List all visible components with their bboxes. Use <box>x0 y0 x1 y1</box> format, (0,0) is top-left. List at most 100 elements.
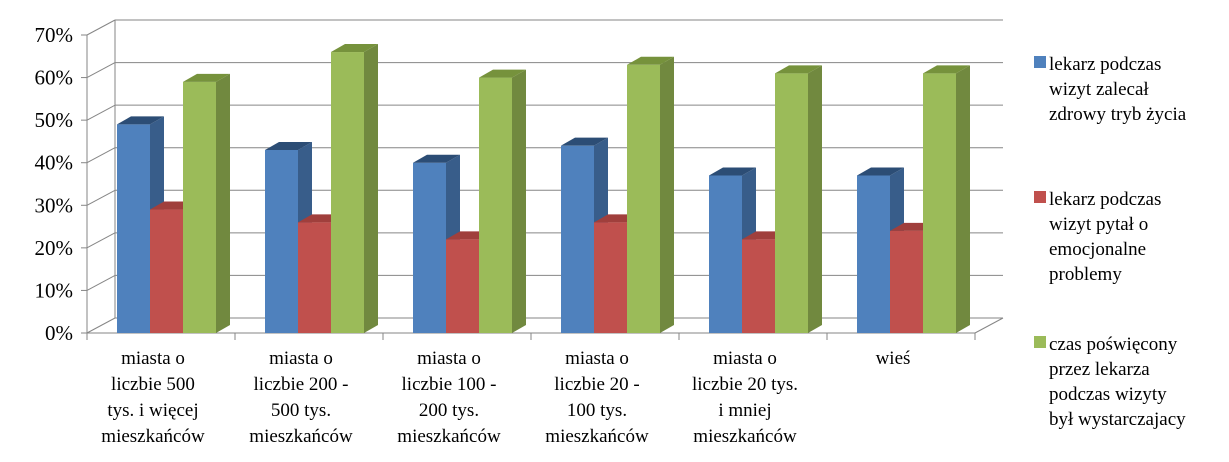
x-category-label: mieszkańców <box>101 426 205 447</box>
gridline-diagonal <box>86 317 116 334</box>
bar-top <box>479 69 526 78</box>
x-category-label: wieś <box>876 348 911 369</box>
bar-top <box>117 116 164 125</box>
gridlines <box>86 19 1003 334</box>
bar-front <box>117 124 150 334</box>
bar-top <box>709 167 756 176</box>
x-category-label: miasta o <box>565 348 629 369</box>
bar-front <box>594 222 627 333</box>
bar-side <box>364 44 378 334</box>
gridline-diagonal <box>86 147 116 164</box>
y-tick-label: 0% <box>45 321 73 345</box>
x-category-label: 100 tys. <box>567 400 627 421</box>
bar-front <box>298 222 331 333</box>
y-tick-label: 60% <box>35 66 74 90</box>
bar-front <box>479 77 512 333</box>
x-category-label: mieszkańców <box>249 426 353 447</box>
legend-label: podczas wizyty <box>1049 384 1167 405</box>
bar <box>331 44 378 334</box>
bar-top <box>413 154 460 163</box>
bar-front <box>857 175 890 333</box>
x-axis-category-labels: miasta o liczbie 500 tys. i więcej mieszkań… <box>101 348 910 447</box>
x-category-label: miasta o <box>269 348 333 369</box>
y-axis-tick-labels: 0% 10% 20% 30% 40% 50% 60% 70% <box>35 23 74 345</box>
gridline-diagonal <box>86 232 116 249</box>
y-tick-label: 70% <box>35 23 74 47</box>
legend-label: zdrowy tryb życia <box>1049 104 1187 125</box>
gridline-diagonal <box>86 104 116 121</box>
x-category-label: liczbie 500 <box>111 374 195 395</box>
x-category-label: 500 tys. <box>271 400 331 421</box>
bar <box>479 69 526 334</box>
bar-side <box>660 56 674 334</box>
x-category-label: liczbie 20 - <box>554 374 639 395</box>
legend-label: wizyt zalecał <box>1049 79 1149 100</box>
gridline-diagonal <box>86 274 116 291</box>
x-category-label: tys. i więcej <box>107 400 198 421</box>
bar-side <box>808 65 822 334</box>
bar-top <box>265 141 312 150</box>
legend-swatch <box>1034 191 1046 203</box>
x-category-label: miasta o <box>121 348 185 369</box>
legend-label: problemy <box>1049 264 1122 285</box>
bar-front <box>183 81 216 333</box>
bar-top <box>561 137 608 146</box>
bar-top <box>331 44 378 53</box>
x-category-label: liczbie 20 tys. <box>692 374 798 395</box>
x-category-label: mieszkańców <box>693 426 797 447</box>
bar-front <box>150 209 183 333</box>
bar-front <box>890 230 923 333</box>
axes <box>81 20 1004 340</box>
x-category-label: i mniej <box>718 400 771 421</box>
bar-side <box>216 73 230 333</box>
bar-front <box>709 175 742 333</box>
gridline-diagonal <box>86 189 116 206</box>
legend-swatch <box>1034 56 1046 68</box>
bar-front <box>265 149 298 333</box>
bars <box>117 44 970 334</box>
x-category-label: 200 tys. <box>419 400 479 421</box>
bar-top <box>775 65 822 74</box>
bar-top <box>627 56 674 65</box>
bar-front <box>742 239 775 333</box>
legend-label: był wystarczajacy <box>1049 409 1186 430</box>
legend-label: wizyt pytał o <box>1049 214 1148 235</box>
legend-label: przez lekarza <box>1049 359 1150 380</box>
x-category-label: liczbie 100 - <box>402 374 497 395</box>
y-tick-label: 40% <box>35 151 74 175</box>
bar-front <box>413 162 446 333</box>
bar-front <box>331 52 364 334</box>
bar-top <box>183 73 230 82</box>
bar <box>627 56 674 334</box>
legend: lekarz podczas wizyt zalecał zdrowy tryb ż… <box>1034 54 1187 430</box>
bar-top <box>923 65 970 74</box>
x-category-label: miasta o <box>713 348 777 369</box>
bar-front <box>923 73 956 334</box>
bar-top <box>857 167 904 176</box>
x-category-label: mieszkańców <box>545 426 649 447</box>
bar <box>775 65 822 334</box>
bar <box>183 73 230 333</box>
legend-label: lekarz podczas <box>1049 54 1161 75</box>
x-category-label: mieszkańców <box>397 426 501 447</box>
y-tick-label: 50% <box>35 108 74 132</box>
bar-front <box>627 64 660 334</box>
x-category-label: liczbie 200 - <box>254 374 349 395</box>
floor-right-edge <box>974 317 1004 334</box>
legend-swatch <box>1034 336 1046 348</box>
bar <box>923 65 970 334</box>
bar-side <box>512 69 526 334</box>
x-category-label: miasta o <box>417 348 481 369</box>
legend-label: emocjonalne <box>1049 239 1146 260</box>
bar-front <box>775 73 808 334</box>
bar-front <box>446 239 479 333</box>
bar-side <box>956 65 970 334</box>
bar-front <box>561 145 594 333</box>
y-tick-label: 30% <box>35 193 74 217</box>
legend-label: lekarz podczas <box>1049 189 1161 210</box>
y-tick-label: 20% <box>35 236 74 260</box>
gridline-diagonal <box>86 62 116 79</box>
y-tick-label: 10% <box>35 278 74 302</box>
gridline-diagonal <box>86 19 116 36</box>
